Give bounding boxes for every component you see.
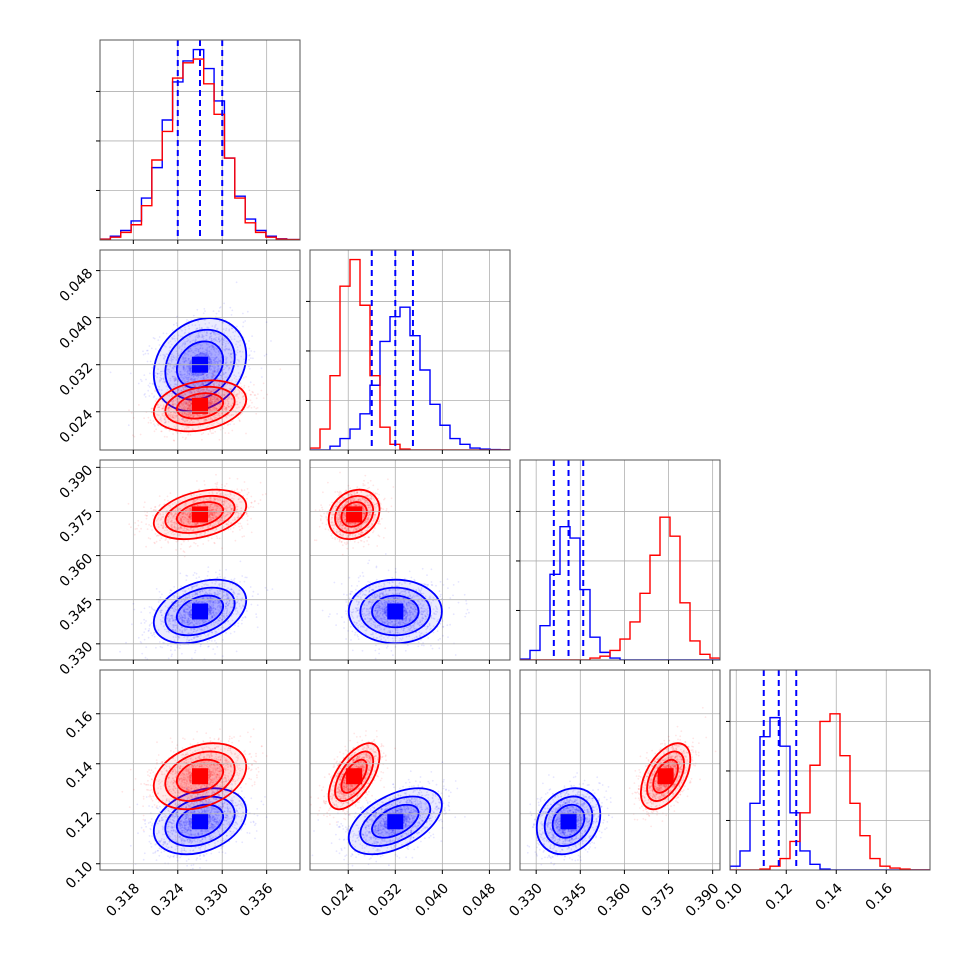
panel-1-0 [96, 249, 301, 454]
y-tick-label: 0.12 [63, 809, 96, 842]
y-tick-label: 0.10 [63, 859, 96, 892]
histogram-blue [520, 525, 720, 660]
y-tick-label: 0.16 [63, 709, 96, 742]
x-tick-label: 0.12 [763, 880, 796, 913]
density-peak-blue [192, 603, 208, 620]
panel-content [730, 670, 930, 870]
panel-3-2 [519, 669, 721, 874]
panel-frame [309, 669, 511, 871]
x-tick-label: 0.040 [412, 880, 452, 920]
panel-2-1 [309, 459, 511, 664]
histogram-red [730, 713, 930, 870]
y-tick-label: 0.330 [57, 639, 97, 679]
density-peak-red [346, 768, 363, 785]
panel-content [310, 670, 510, 870]
y-tick-label: 0.390 [57, 462, 97, 502]
x-tick-label: 0.318 [103, 880, 143, 920]
density-peak-blue [387, 813, 404, 830]
x-tick-label: 0.324 [148, 880, 188, 920]
y-tick-label: 0.14 [63, 759, 96, 792]
panel-0-0 [96, 39, 301, 244]
panel-frame [99, 39, 301, 241]
panel-3-0 [96, 669, 301, 874]
panel-content [310, 250, 510, 450]
y-tick-label: 0.024 [57, 407, 97, 447]
panel-content [100, 40, 300, 240]
x-tick-label: 0.330 [506, 880, 546, 920]
histogram-blue [730, 716, 930, 870]
panel-content [310, 460, 510, 660]
panel-3-1 [309, 669, 511, 874]
histogram-red [100, 58, 300, 240]
panel-1-1 [306, 249, 511, 454]
histogram-blue [310, 306, 510, 450]
density-peak-red [192, 768, 208, 785]
y-tick-label: 0.375 [57, 506, 97, 546]
panel-frame [519, 669, 721, 871]
histogram-red [520, 516, 720, 660]
panel-content [100, 670, 300, 870]
panel-frame [519, 459, 721, 661]
panel-frame [99, 669, 301, 871]
y-tick-label: 0.048 [57, 266, 97, 306]
density-peak-red [657, 768, 674, 785]
x-tick-label: 0.375 [639, 880, 679, 920]
panel-2-2 [516, 459, 721, 664]
x-tick-label: 0.360 [595, 880, 635, 920]
y-tick-label: 0.360 [57, 551, 97, 591]
y-tick-label: 0.040 [57, 313, 97, 353]
y-tick-label: 0.345 [57, 595, 97, 635]
density-peak-red [192, 506, 208, 523]
panel-frame [309, 459, 511, 661]
panel-frame [729, 669, 931, 871]
y-tick-label: 0.032 [57, 360, 97, 400]
x-tick-label: 0.16 [863, 880, 896, 913]
histogram-red [310, 258, 510, 450]
panel-frame [99, 459, 301, 661]
density-peak-blue [192, 813, 208, 830]
x-tick-label: 0.024 [318, 880, 358, 920]
x-tick-label: 0.032 [365, 880, 405, 920]
panel-3-3 [726, 669, 931, 874]
x-tick-label: 0.048 [460, 880, 500, 920]
x-tick-label: 0.330 [192, 880, 232, 920]
x-tick-label: 0.10 [713, 880, 746, 913]
density-peak-blue [560, 813, 577, 830]
panel-content [100, 250, 300, 450]
panel-frame [99, 249, 301, 451]
panel-content [100, 460, 300, 660]
panel-content [520, 670, 720, 870]
x-tick-label: 0.336 [237, 880, 277, 920]
x-tick-label: 0.14 [813, 880, 846, 913]
panel-2-0 [96, 459, 301, 664]
density-peak-blue [387, 603, 404, 620]
panel-frame [309, 249, 511, 451]
density-peak-red [192, 397, 208, 414]
x-tick-label: 0.345 [550, 880, 590, 920]
panel-content [520, 460, 720, 660]
density-peak-red [346, 506, 363, 523]
